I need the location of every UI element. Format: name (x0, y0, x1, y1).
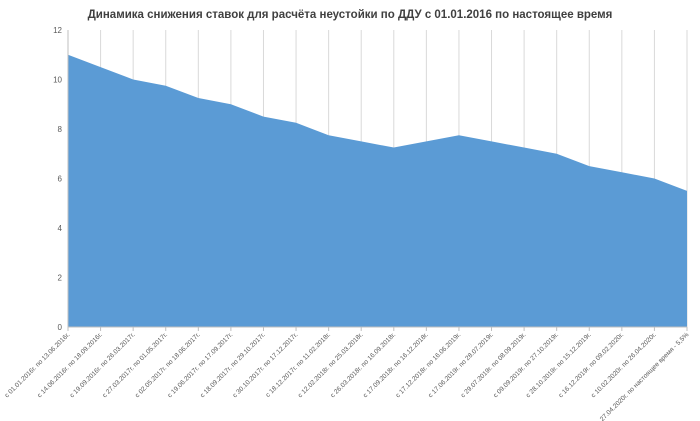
chart-title: Динамика снижения ставок для расчёта неу… (87, 9, 613, 21)
x-tick-label: с 27.03.2017г. по 01.05.2017г. (101, 331, 169, 399)
x-tick-label: с 14.06.2016г. по 18.09.2016г. (36, 331, 104, 399)
y-tick-label: 6 (58, 175, 63, 184)
x-tick-label: с 18.09.2017г. по 29.10.2017г. (199, 331, 267, 399)
x-tick-label: с 17.09.2018г. по 16.12.2018г. (362, 331, 430, 399)
x-tick-label: с 09.09.2019г. по 27.10.2019г. (492, 331, 560, 399)
y-tick-label: 10 (53, 76, 62, 85)
x-tick-label: с 02.05.2017г. по 18.06.2017г. (134, 331, 202, 399)
x-tick-label: с 10.02.2020г. по 26.04.2020г. (590, 331, 658, 399)
x-tick-label: с 28.10.2019г. по 15.12.2019г. (525, 331, 593, 399)
x-tick-label: с 30.10.2017г. по 17.12.2017г. (232, 331, 300, 399)
y-tick-label: 12 (53, 26, 62, 35)
x-tick-label: с 19.09.2016г. по 26.03.2017г. (69, 331, 137, 399)
x-tick-label: с 29.07.2019г. по 08.09.2019г. (460, 331, 528, 399)
series-area (68, 54, 687, 327)
y-tick-label: 8 (58, 125, 63, 134)
y-tick-label: 2 (58, 274, 63, 283)
x-tick-label: с 16.12.2019г. по 09.02.2020г. (557, 331, 625, 399)
x-tick-label: с 17.12.2018г. по 16.06.2019г. (395, 331, 463, 399)
x-tick-label: с 01.01.2016г. по 13.06.2016г. (4, 331, 72, 399)
x-tick-label: с 18.12.2017г. по 11.02.2018г. (265, 331, 333, 399)
x-tick-label: с 26.03.2018г. по 16.09.2018г. (329, 331, 397, 399)
y-tick-label: 4 (58, 224, 63, 233)
x-tick-label: с 17.06.2019г. по 28.07.2019г. (427, 331, 495, 399)
y-tick-label: 0 (58, 323, 63, 332)
x-tick-label: с 12.02.2018г. по 25.03.2018г. (297, 331, 365, 399)
x-tick-label: с 19.06.2017г. по 17.09.2017г. (166, 331, 234, 399)
